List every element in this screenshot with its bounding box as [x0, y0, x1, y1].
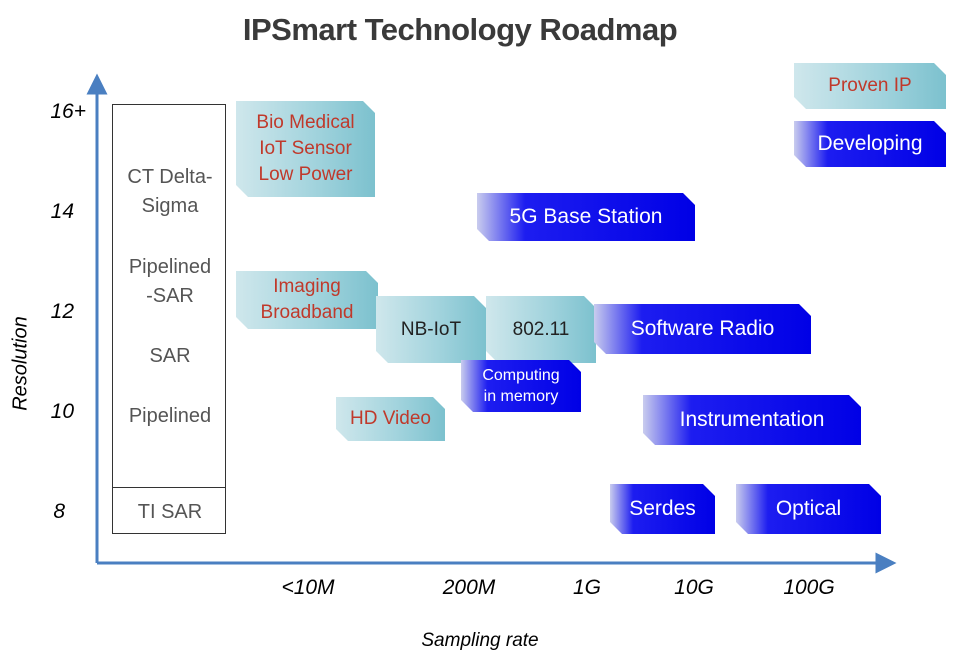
diagram-title: IPSmart Technology Roadmap: [242, 12, 678, 47]
block-802-11: 802.11: [486, 296, 596, 363]
technology-column: CT Delta- Sigma Pipelined -SAR SAR Pipel…: [112, 104, 226, 534]
x-tick-1g: 1G: [572, 576, 601, 599]
x-tick-10g: 10G: [674, 576, 714, 599]
block-optical: Optical: [736, 484, 881, 534]
x-tick-10m: <10M: [281, 576, 335, 599]
block-serdes: Serdes: [610, 484, 715, 534]
tech-divider: [113, 487, 225, 488]
block-hd-video: HD Video: [336, 397, 445, 441]
x-tick-200m: 200M: [442, 576, 496, 599]
block-instrumentation: Instrumentation: [643, 395, 861, 445]
block-imaging-broadband: Imaging Broadband: [236, 271, 378, 329]
y-tick-16plus: 16+: [50, 100, 86, 123]
block-software-radio: Software Radio: [594, 304, 811, 354]
legend-developing: Developing: [794, 121, 946, 167]
block-nb-iot: NB-IoT: [376, 296, 486, 363]
tech-sar: SAR: [149, 345, 191, 367]
y-tick-10: 10: [50, 400, 74, 423]
y-tick-8: 8: [53, 500, 65, 523]
tech-pipelined: Pipelined: [128, 405, 212, 427]
y-tick-14: 14: [50, 200, 74, 223]
block-5g-base-station: 5G Base Station: [477, 193, 695, 241]
block-computing-in-memory: Computing in memory: [461, 360, 581, 412]
tech-pipelined-sar: Pipelined -SAR: [128, 256, 212, 307]
tech-ct-delta-sigma: CT Delta- Sigma: [127, 166, 213, 217]
x-tick-100g: 100G: [783, 576, 835, 599]
tech-ti-sar: TI SAR: [137, 501, 203, 523]
y-tick-12: 12: [50, 300, 74, 323]
legend-proven-ip: Proven IP: [794, 63, 946, 109]
x-axis-title: Sampling rate: [421, 630, 539, 651]
block-bio-medical: Bio Medical IoT Sensor Low Power: [236, 101, 375, 197]
